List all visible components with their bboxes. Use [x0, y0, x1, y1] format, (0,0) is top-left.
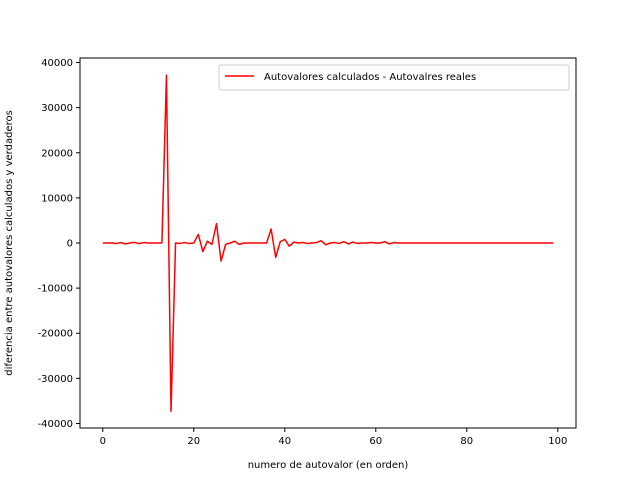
x-tick-label: 20 — [187, 436, 200, 447]
series-line — [102, 74, 554, 413]
legend: Autovalores calculados - Autovalres real… — [218, 64, 570, 91]
plot-area-frame — [79, 57, 577, 429]
series-layer — [102, 74, 554, 413]
y-axis-label: diferencia entre autovalores calculados … — [4, 110, 15, 376]
y-tick-label: 20000 — [41, 148, 73, 159]
y-tick-label: 30000 — [41, 103, 73, 114]
x-tick-label: 60 — [369, 436, 382, 447]
y-tick-label: 10000 — [41, 193, 73, 204]
legend-box — [218, 64, 570, 91]
x-tick-label: 40 — [278, 436, 291, 447]
legend-label: Autovalores calculados - Autovalres real… — [264, 72, 476, 83]
y-tick-label: -40000 — [38, 419, 73, 430]
x-tick-label: 0 — [100, 436, 106, 447]
x-axis-label: numero de autovalor (en orden) — [248, 460, 409, 471]
ticks-layer: 0 20 40 60 80 100 -40000 -30000 -20000 -10000 0 100… — [38, 58, 568, 447]
y-tick-label: -30000 — [38, 374, 73, 385]
y-tick-label: -10000 — [38, 284, 73, 295]
x-tick-label: 80 — [460, 436, 473, 447]
y-tick-label: 0 — [67, 239, 73, 250]
x-tick-label: 100 — [548, 436, 567, 447]
y-tick-label: -20000 — [38, 329, 73, 340]
y-tick-label: 40000 — [41, 58, 73, 69]
